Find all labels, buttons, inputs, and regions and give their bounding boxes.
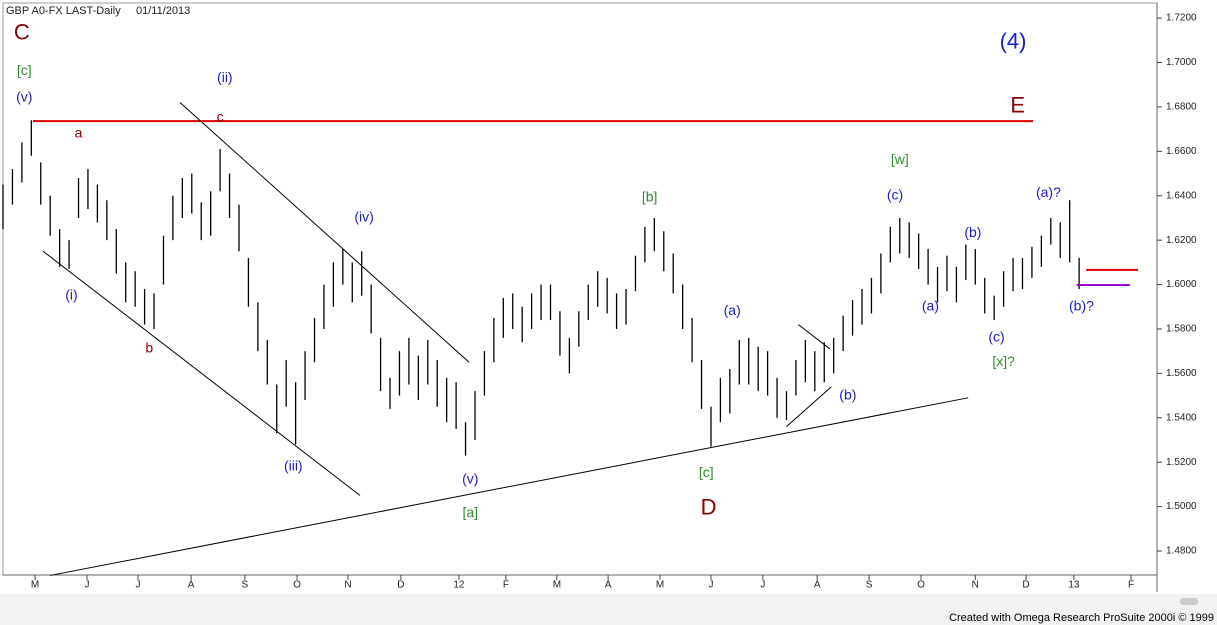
x-tick-label: J [760, 580, 765, 591]
y-tick-label: 1.6400 [1166, 190, 1197, 201]
wave-label: (a)? [1036, 184, 1061, 200]
trend-line [179, 102, 470, 363]
x-tick-label: A [605, 580, 612, 591]
x-tick-label: M [553, 580, 561, 591]
trend-line [42, 250, 361, 496]
x-tick-label: N [972, 580, 979, 591]
trend-line [50, 397, 969, 576]
wave-label: (c) [988, 329, 1004, 345]
x-tick-label: M [31, 580, 39, 591]
wave-label: D [701, 495, 717, 520]
y-tick-label: 1.7000 [1166, 57, 1197, 68]
wave-label: [c] [17, 62, 32, 78]
y-tick-label: 1.5800 [1166, 324, 1197, 335]
y-tick-label: 1.5400 [1166, 412, 1197, 423]
x-tick-label: J [135, 580, 140, 591]
y-tick-label: 1.6000 [1166, 279, 1197, 290]
x-tick-label: D [397, 580, 404, 591]
x-tick-label: J [85, 580, 90, 591]
wave-label: (iv) [354, 209, 373, 225]
x-tick-label: D [1022, 580, 1029, 591]
x-tick-label: A [188, 580, 195, 591]
wave-label: c [217, 109, 224, 125]
wave-label: [a] [462, 504, 478, 520]
wave-label: b [145, 340, 153, 356]
status-bar [0, 594, 1217, 625]
x-tick-label: 12 [453, 580, 465, 591]
trend-line [797, 324, 831, 350]
wave-label: (v) [462, 471, 478, 487]
y-tick-label: 1.6200 [1166, 235, 1197, 246]
scrollbar-thumb[interactable] [1180, 598, 1198, 605]
wave-label: (b) [964, 224, 981, 240]
y-tick-label: 1.5600 [1166, 368, 1197, 379]
instrument: GBP A0-FX LAST-Daily [6, 5, 121, 17]
x-tick-label: A [814, 580, 821, 591]
wave-label: E [1010, 93, 1025, 118]
wave-label: (i) [65, 286, 77, 302]
wave-label: (4) [1000, 28, 1027, 53]
wave-label: (b)? [1069, 297, 1094, 313]
x-tick-label: M [656, 580, 664, 591]
x-tick-label: F [1128, 580, 1134, 591]
wave-label: (a) [724, 302, 741, 318]
x-tick-label: S [242, 580, 249, 591]
y-tick-label: 1.6800 [1166, 102, 1197, 113]
wave-label: a [75, 124, 83, 140]
wave-label: (b) [839, 386, 856, 402]
x-tick-label: N [344, 580, 351, 591]
y-tick-label: 1.7200 [1166, 13, 1197, 24]
y-tick-label: 1.5200 [1166, 457, 1197, 468]
x-tick-label: O [293, 580, 301, 591]
wave-label: [b] [642, 189, 658, 205]
wave-label: (ii) [217, 69, 233, 85]
wave-label: C [14, 19, 30, 44]
x-tick-label: F [503, 580, 509, 591]
x-tick-label: S [866, 580, 873, 591]
wave-label: [w] [891, 151, 909, 167]
date: 01/11/2013 [136, 5, 190, 17]
plot-area [2, 2, 1158, 576]
wave-label: (iii) [284, 457, 303, 473]
wave-label: (c) [887, 186, 903, 202]
wave-label: (v) [16, 89, 32, 105]
x-tick-label: J [708, 580, 713, 591]
trend-line [786, 386, 832, 428]
footer: Created with Omega Research ProSuite 200… [949, 612, 1214, 624]
x-tick-label: 13 [1068, 580, 1080, 591]
x-tick-label: O [917, 580, 925, 591]
y-tick-label: 1.6600 [1166, 146, 1197, 157]
wave-label: [x]? [992, 353, 1015, 369]
wave-label: (a) [922, 297, 939, 313]
y-tick-label: 1.5000 [1166, 501, 1197, 512]
y-tick-label: 1.4800 [1166, 546, 1197, 557]
wave-label: [c] [699, 464, 714, 480]
